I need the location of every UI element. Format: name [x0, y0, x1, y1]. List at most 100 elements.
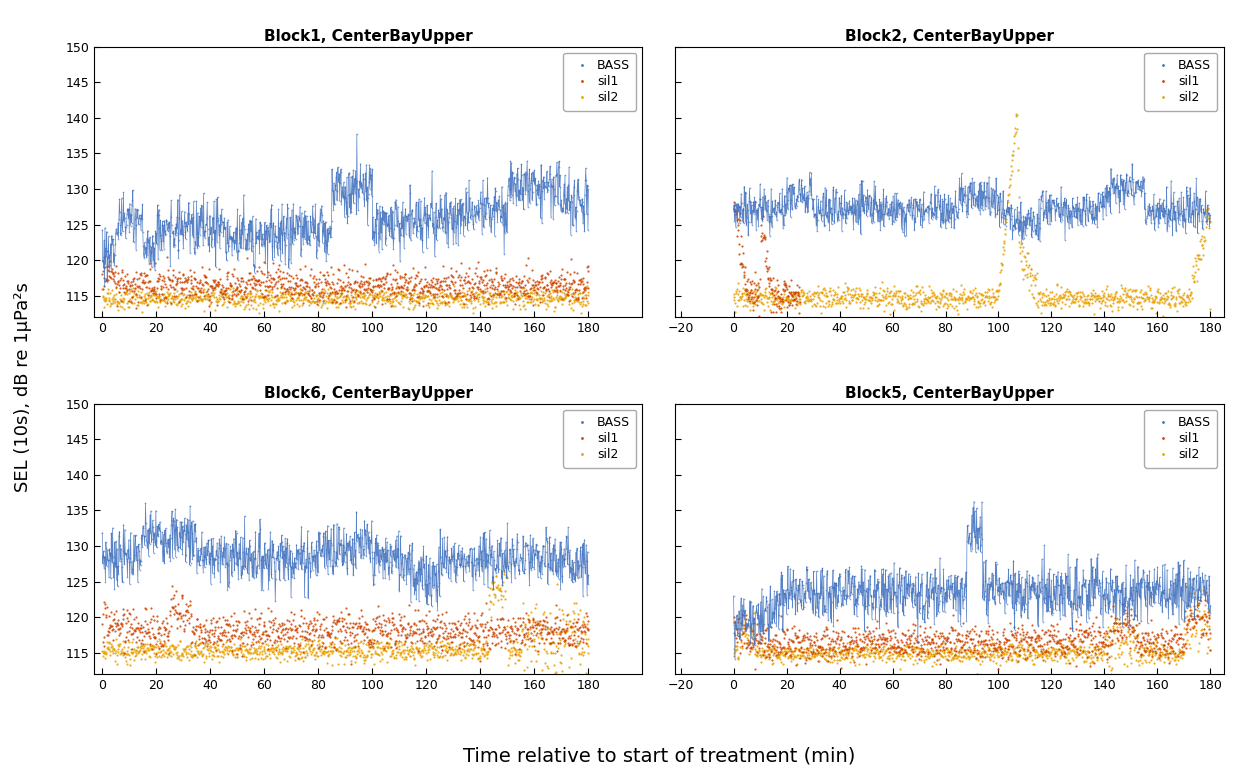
- Point: [1048, 579, 1068, 591]
- Point: [752, 630, 772, 642]
- Point: [1183, 260, 1204, 272]
- Point: [1098, 660, 1118, 672]
- Point: [986, 188, 1007, 201]
- Point: [1000, 589, 1020, 601]
- Point: [120, 620, 141, 632]
- Point: [774, 648, 794, 660]
- Point: [1113, 288, 1133, 301]
- Point: [466, 286, 486, 298]
- Point: [1118, 625, 1138, 638]
- Point: [541, 291, 561, 304]
- Point: [260, 615, 280, 627]
- Point: [138, 629, 158, 642]
- Point: [1151, 649, 1171, 662]
- Point: [1111, 195, 1131, 208]
- Point: [146, 656, 166, 668]
- Point: [159, 289, 179, 301]
- Point: [1045, 645, 1065, 657]
- Point: [151, 229, 171, 241]
- Point: [302, 294, 323, 307]
- Point: [307, 613, 328, 625]
- Point: [355, 623, 375, 636]
- Point: [427, 621, 447, 633]
- Point: [259, 639, 279, 651]
- Point: [211, 633, 231, 646]
- Point: [882, 293, 902, 305]
- Point: [955, 643, 975, 656]
- Point: [107, 620, 127, 632]
- Point: [855, 207, 875, 219]
- Point: [1074, 631, 1094, 643]
- Point: [521, 282, 541, 294]
- Point: [326, 618, 346, 631]
- Point: [1009, 205, 1029, 218]
- Point: [803, 204, 823, 216]
- Point: [113, 278, 133, 291]
- Point: [808, 611, 828, 623]
- Point: [302, 563, 323, 576]
- Point: [109, 286, 129, 298]
- Point: [335, 191, 355, 204]
- Point: [109, 279, 129, 291]
- Point: [451, 291, 471, 303]
- Point: [277, 614, 297, 626]
- Point: [104, 292, 124, 305]
- Point: [1176, 291, 1196, 303]
- Point: [835, 640, 855, 653]
- Point: [1156, 205, 1176, 217]
- Point: [100, 259, 120, 271]
- Point: [420, 625, 441, 638]
- Point: [729, 630, 749, 642]
- Point: [932, 195, 953, 207]
- Point: [973, 642, 993, 655]
- Point: [208, 656, 228, 668]
- Point: [1168, 645, 1188, 657]
- Point: [1043, 642, 1063, 654]
- Point: [999, 653, 1019, 666]
- Point: [1083, 284, 1103, 296]
- Point: [1140, 564, 1160, 577]
- Point: [1049, 291, 1069, 303]
- Point: [1108, 191, 1128, 203]
- Point: [796, 646, 816, 658]
- Point: [243, 272, 264, 284]
- Point: [1157, 290, 1177, 302]
- Point: [822, 298, 842, 311]
- Point: [296, 287, 316, 299]
- Point: [1127, 629, 1147, 642]
- Point: [435, 606, 456, 618]
- Point: [1186, 615, 1206, 628]
- Point: [493, 612, 513, 625]
- Point: [925, 637, 945, 649]
- Point: [1148, 202, 1168, 214]
- Point: [476, 646, 496, 658]
- Title: Block2, CenterBayUpper: Block2, CenterBayUpper: [845, 29, 1054, 44]
- Point: [434, 649, 454, 662]
- Point: [424, 580, 444, 593]
- Point: [464, 292, 484, 305]
- Point: [355, 537, 375, 549]
- Point: [963, 291, 983, 303]
- Point: [271, 255, 291, 267]
- Point: [433, 297, 453, 309]
- Point: [399, 627, 419, 639]
- Point: [1081, 649, 1101, 661]
- Point: [991, 257, 1012, 269]
- Point: [1141, 202, 1161, 214]
- Point: [1067, 646, 1087, 658]
- Point: [484, 576, 505, 588]
- Point: [739, 304, 759, 316]
- Point: [330, 650, 350, 663]
- Point: [146, 296, 166, 308]
- Point: [777, 294, 797, 306]
- Point: [334, 259, 354, 271]
- Point: [491, 272, 511, 284]
- Point: [914, 625, 934, 638]
- Point: [1148, 649, 1168, 662]
- Point: [816, 622, 836, 635]
- Point: [737, 623, 757, 636]
- Point: [425, 273, 446, 285]
- Point: [301, 291, 321, 304]
- Point: [1018, 268, 1038, 281]
- Point: [561, 189, 581, 202]
